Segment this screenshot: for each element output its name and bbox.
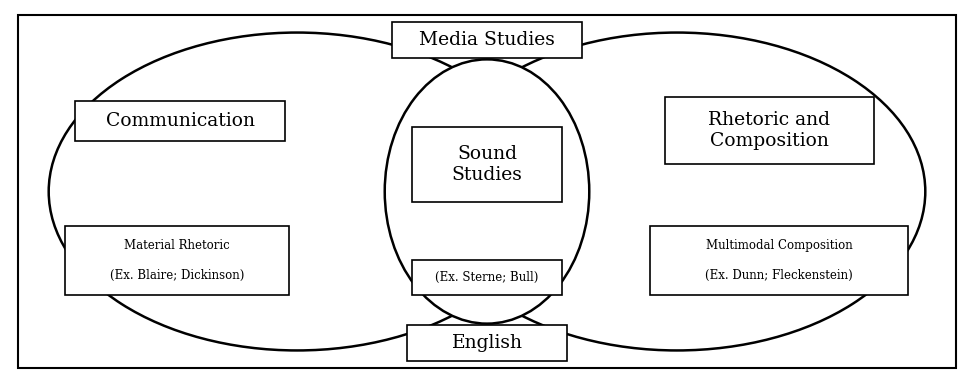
FancyBboxPatch shape — [411, 260, 563, 295]
Text: Multimodal Composition

(Ex. Dunn; Fleckenstein): Multimodal Composition (Ex. Dunn; Flecke… — [705, 239, 853, 282]
FancyBboxPatch shape — [18, 15, 956, 368]
FancyBboxPatch shape — [65, 226, 289, 295]
FancyBboxPatch shape — [651, 226, 908, 295]
Text: Rhetoric and
Composition: Rhetoric and Composition — [708, 111, 831, 150]
Text: Material Rhetoric

(Ex. Blaire; Dickinson): Material Rhetoric (Ex. Blaire; Dickinson… — [110, 239, 244, 282]
Text: English: English — [452, 334, 522, 352]
FancyBboxPatch shape — [407, 325, 567, 361]
Ellipse shape — [49, 33, 545, 350]
Ellipse shape — [385, 59, 589, 324]
FancyBboxPatch shape — [411, 127, 563, 202]
FancyBboxPatch shape — [76, 100, 284, 141]
Text: Sound
Studies: Sound Studies — [452, 145, 522, 184]
Ellipse shape — [429, 33, 925, 350]
Text: Communication: Communication — [106, 112, 254, 129]
Text: (Ex. Sterne; Bull): (Ex. Sterne; Bull) — [435, 271, 539, 284]
Text: Media Studies: Media Studies — [419, 31, 555, 49]
FancyBboxPatch shape — [392, 22, 581, 58]
FancyBboxPatch shape — [664, 97, 875, 164]
